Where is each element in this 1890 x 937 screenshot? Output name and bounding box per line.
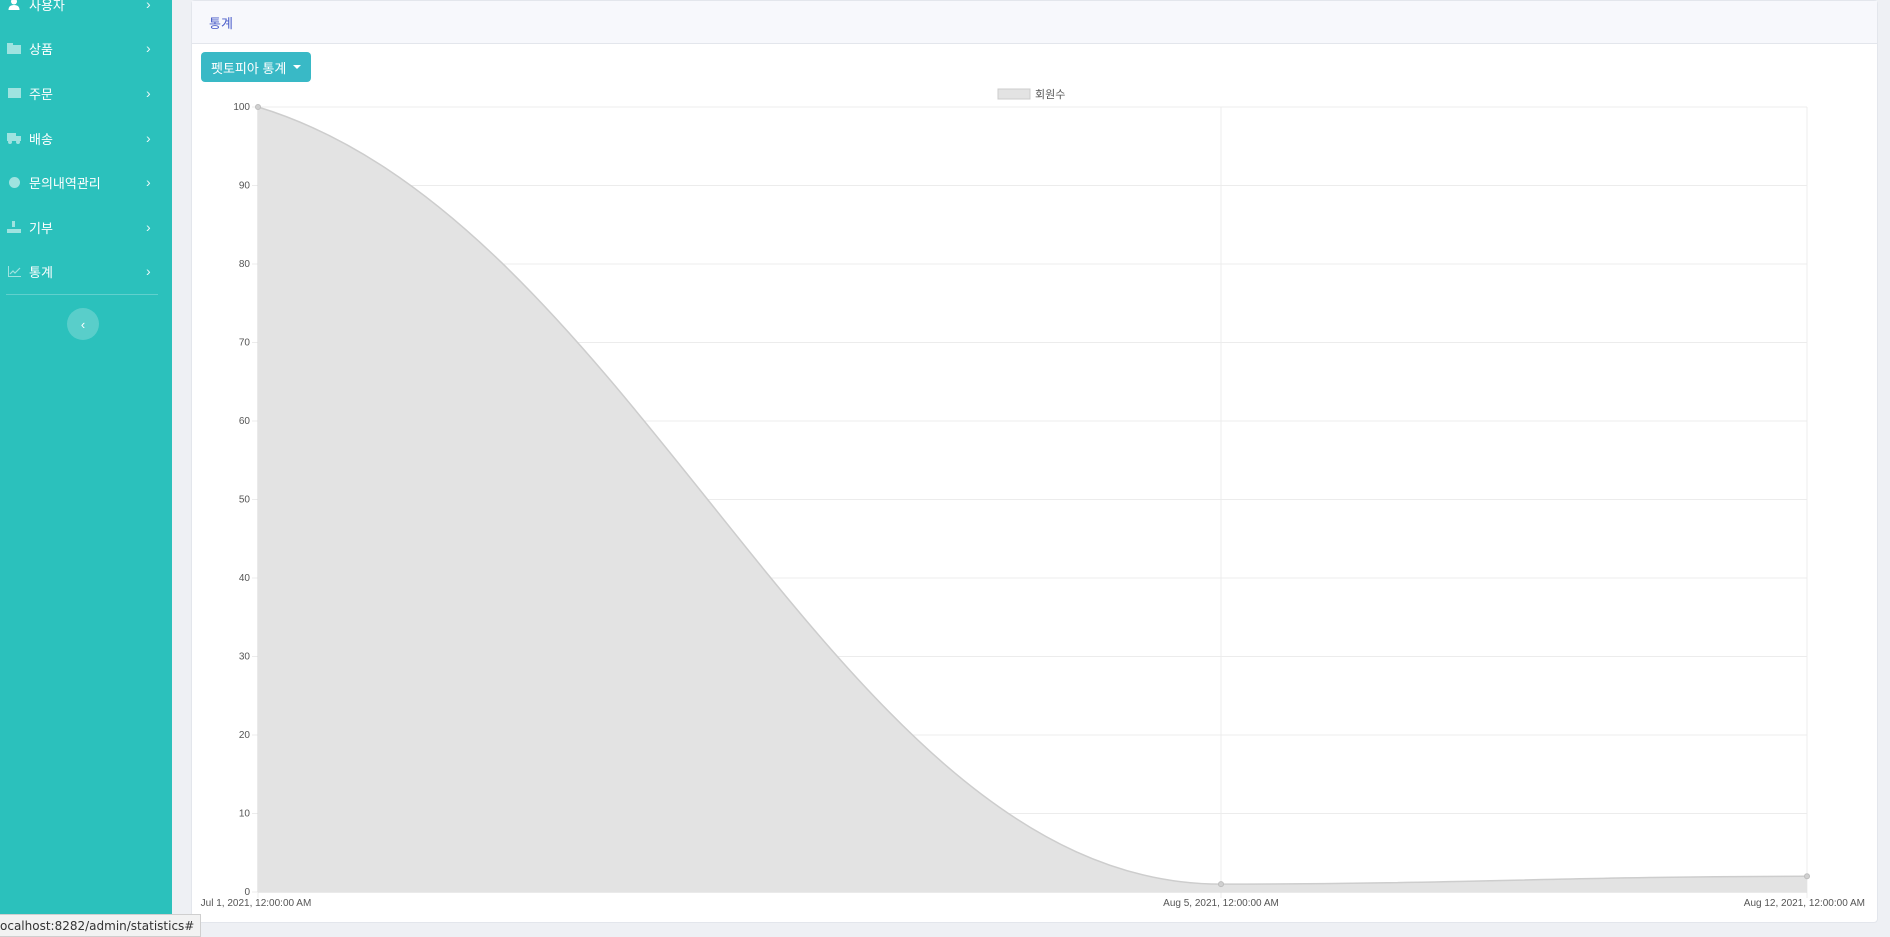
sidebar-item-donation[interactable]: 기부 ›	[0, 207, 172, 247]
box-icon	[5, 41, 23, 55]
chevron-right-icon: ›	[146, 40, 151, 56]
sidebar-item-label: 상품	[29, 41, 53, 57]
y-tick-label: 50	[239, 495, 251, 506]
chevron-right-icon: ›	[146, 263, 151, 279]
chevron-right-icon: ›	[146, 130, 151, 146]
y-tick-label: 90	[239, 181, 251, 192]
user-icon	[5, 0, 23, 11]
chevron-right-icon: ›	[146, 174, 151, 190]
y-tick-label: 10	[239, 809, 251, 820]
statistics-card: 통계 펫토피아 통계 0 10 20 30 40 50 60 70 80 90 100 Jul 1, …	[191, 0, 1878, 923]
sidebar-item-orders[interactable]: 주문 ›	[0, 73, 172, 113]
statistics-dropdown-button[interactable]: 펫토피아 통계	[201, 52, 312, 82]
status-url: ocalhost:8282/admin/statistics#	[0, 918, 195, 933]
legend-label: 회원수	[1035, 88, 1065, 101]
data-point	[1804, 873, 1810, 880]
sidebar-item-label: 사용자	[29, 0, 65, 13]
sidebar: 사용자 › 상품 › 주문 › 배송 › 문의내역관리 › 기부 ›	[0, 0, 172, 935]
series-area	[258, 107, 1807, 892]
sidebar-item-label: 주문	[29, 86, 53, 102]
donate-icon	[5, 220, 23, 234]
chevron-right-icon: ›	[146, 0, 151, 12]
sidebar-item-label: 기부	[29, 220, 53, 236]
sidebar-item-label: 문의내역관리	[29, 175, 101, 191]
chevron-right-icon: ›	[146, 85, 151, 101]
caret-down-icon	[293, 65, 302, 69]
chevron-left-icon: ‹	[80, 316, 86, 332]
y-tick-label: 20	[239, 730, 251, 741]
x-tick-label: Jul 1, 2021, 12:00:00 AM	[201, 898, 312, 909]
sidebar-item-label: 통계	[29, 264, 53, 280]
y-tick-label: 30	[239, 652, 251, 663]
x-tick-label: Aug 12, 2021, 12:00:00 AM	[1744, 898, 1865, 909]
question-icon	[5, 175, 23, 189]
dropdown-label: 펫토피아 통계	[211, 60, 287, 76]
sidebar-item-users[interactable]: 사용자 ›	[0, 0, 172, 24]
status-bar: ocalhost:8282/admin/statistics#	[0, 914, 202, 937]
order-icon	[5, 86, 23, 100]
y-tick-label: 0	[244, 887, 250, 898]
y-tick-label: 80	[239, 259, 251, 270]
sidebar-collapse-button[interactable]: ‹	[67, 308, 99, 340]
chevron-right-icon: ›	[146, 219, 151, 235]
chart-icon	[5, 264, 23, 278]
sidebar-item-statistics[interactable]: 통계 ›	[0, 251, 172, 291]
y-tick-label: 60	[239, 416, 251, 427]
data-point	[1218, 881, 1224, 888]
sidebar-item-products[interactable]: 상품 ›	[0, 28, 172, 68]
sidebar-divider	[6, 294, 158, 295]
member-count-chart: 0 10 20 30 40 50 60 70 80 90 100 Jul 1, 2021, 12:00…	[201, 88, 1865, 909]
sidebar-item-label: 배송	[29, 131, 53, 147]
series-line	[257, 106, 1808, 885]
legend-swatch	[997, 88, 1031, 100]
y-tick-label: 40	[239, 573, 251, 584]
x-tick-label: Aug 5, 2021, 12:00:00 AM	[1163, 898, 1279, 909]
card-header: 통계	[192, 1, 1877, 44]
data-point	[255, 104, 261, 110]
y-tick-label: 70	[239, 338, 251, 349]
sidebar-item-delivery[interactable]: 배송 ›	[0, 118, 172, 158]
truck-icon	[5, 131, 23, 145]
sidebar-item-inquiries[interactable]: 문의내역관리 ›	[0, 162, 172, 202]
y-tick-label: 100	[233, 102, 250, 113]
card-title: 통계	[209, 15, 233, 31]
